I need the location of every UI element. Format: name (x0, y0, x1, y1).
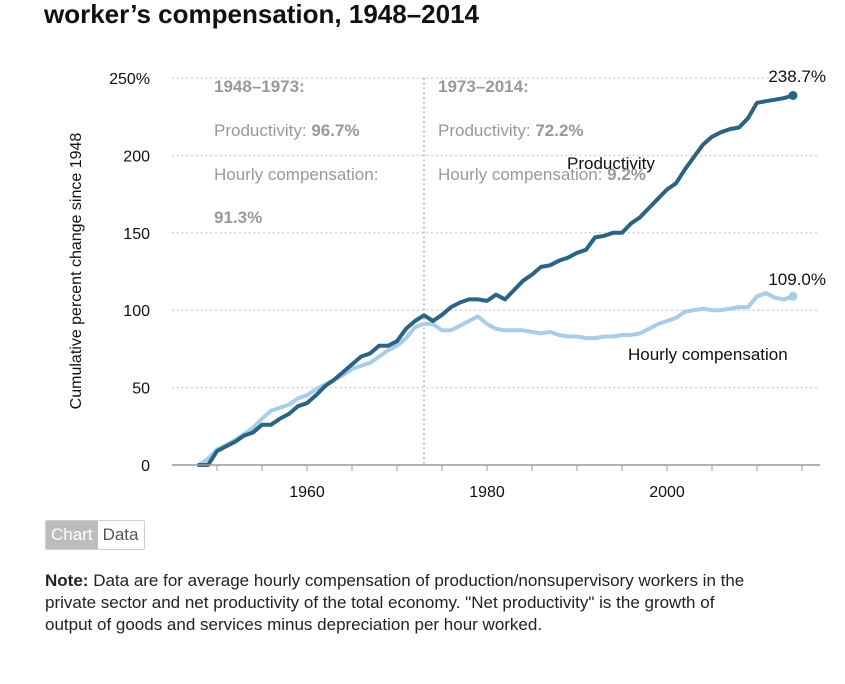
compensation-end-label: 109.0% (768, 270, 826, 289)
period-annotations: 1948–1973: Productivity: 96.7% Hourly comp… (214, 77, 646, 227)
period-2-compensation: Hourly compensation: 9.2% (438, 165, 646, 184)
y-tick-label: 200 (123, 148, 150, 165)
series-labels: 238.7% 109.0% Productivity Hourly compensat… (567, 67, 826, 364)
x-tick-label: 1960 (289, 484, 325, 501)
period-1-compensation-value: 91.3% (214, 208, 262, 227)
view-toggle: Chart Data (45, 520, 145, 550)
y-tick-label: 150 (123, 226, 150, 243)
productivity-end-label: 238.7% (768, 67, 826, 86)
y-tick-label: 100 (123, 303, 150, 320)
y-tick-label: 0 (141, 458, 150, 475)
x-tick-label: 1980 (469, 484, 505, 501)
x-tick-label: 2000 (649, 484, 685, 501)
note-text: Data are for average hourly compensation… (45, 571, 745, 634)
chart-note: Note: Data are for average hourly compen… (45, 570, 765, 636)
y-tick-label: 50 (132, 381, 150, 398)
tab-chart[interactable]: Chart (46, 521, 98, 549)
compensation-series-label: Hourly compensation (628, 345, 788, 364)
y-tick-label: 250% (109, 71, 150, 88)
productivity-series-label: Productivity (567, 154, 655, 173)
chart-title: worker’s compensation, 1948–2014 (44, 0, 480, 29)
period-2-productivity: Productivity: 72.2% (438, 121, 584, 140)
compensation-line (197, 291, 795, 467)
series-lines (197, 90, 798, 467)
tab-data[interactable]: Data (97, 521, 144, 549)
period-1-productivity: Productivity: 96.7% (214, 121, 360, 140)
productivity-line (197, 93, 795, 467)
period-1-compensation-label: Hourly compensation: (214, 165, 378, 184)
y-axis-label: Cumulative percent change since 1948 (68, 133, 85, 410)
period-2-heading: 1973–2014: (438, 77, 529, 96)
note-label: Note: (45, 571, 89, 590)
axes: 0 50 100 150 200 250% 1960 1980 2000 Cumulative p… (68, 71, 820, 501)
period-1-heading: 1948–1973: (214, 77, 305, 96)
productivity-line-end-point (788, 90, 798, 100)
line-chart: 1948–1973: Productivity: 96.7% Hourly comp… (68, 67, 826, 501)
compensation-line-end-point (788, 291, 798, 301)
